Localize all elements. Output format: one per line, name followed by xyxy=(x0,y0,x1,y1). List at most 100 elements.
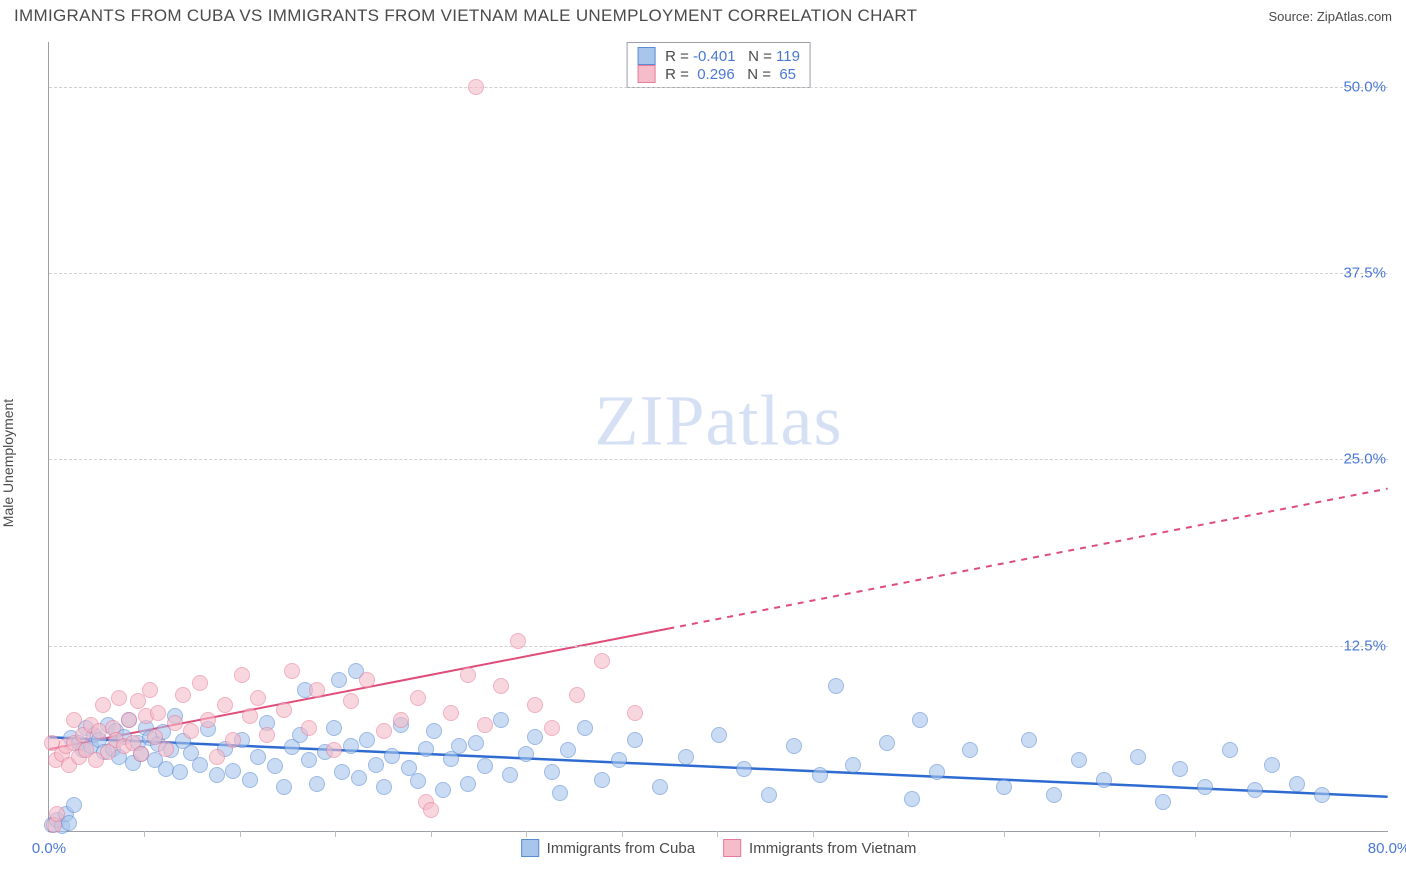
data-point xyxy=(250,749,266,765)
data-point xyxy=(443,705,459,721)
data-point xyxy=(460,667,476,683)
data-point xyxy=(334,764,350,780)
y-tick-label: 37.5% xyxy=(1343,265,1390,282)
legend-row-cuba: R = -0.401 N = 119 xyxy=(637,47,800,65)
x-minor-tick xyxy=(717,831,718,837)
data-point xyxy=(225,732,241,748)
data-point xyxy=(351,770,367,786)
swatch-vietnam-icon xyxy=(723,839,741,857)
data-point xyxy=(234,667,250,683)
data-point xyxy=(652,779,668,795)
data-point xyxy=(1247,782,1263,798)
x-minor-tick xyxy=(335,831,336,837)
data-point xyxy=(812,767,828,783)
y-axis-label: Male Unemployment xyxy=(0,399,16,527)
data-point xyxy=(477,758,493,774)
x-minor-tick xyxy=(908,831,909,837)
data-point xyxy=(786,738,802,754)
data-point xyxy=(150,705,166,721)
data-point xyxy=(410,690,426,706)
data-point xyxy=(158,741,174,757)
x-minor-tick xyxy=(431,831,432,837)
data-point xyxy=(423,802,439,818)
data-point xyxy=(410,773,426,789)
legend-item-cuba: Immigrants from Cuba xyxy=(521,839,695,857)
data-point xyxy=(167,715,183,731)
data-point xyxy=(929,764,945,780)
data-point xyxy=(44,735,60,751)
data-point xyxy=(359,732,375,748)
data-point xyxy=(183,723,199,739)
data-point xyxy=(1021,732,1037,748)
legend-row-vietnam: R = 0.296 N = 65 xyxy=(637,65,800,83)
data-point xyxy=(1314,787,1330,803)
data-point xyxy=(301,720,317,736)
gridline xyxy=(49,273,1388,274)
x-minor-tick xyxy=(526,831,527,837)
data-point xyxy=(527,729,543,745)
x-minor-tick xyxy=(1004,831,1005,837)
x-tick-label: 80.0% xyxy=(1368,840,1406,857)
data-point xyxy=(962,742,978,758)
data-point xyxy=(493,678,509,694)
watermark: ZIPatlas xyxy=(595,379,843,462)
data-point xyxy=(359,672,375,688)
y-tick-label: 50.0% xyxy=(1343,78,1390,95)
data-point xyxy=(594,772,610,788)
data-point xyxy=(192,675,208,691)
data-point xyxy=(66,712,82,728)
data-point xyxy=(468,79,484,95)
data-point xyxy=(904,791,920,807)
data-point xyxy=(426,723,442,739)
data-point xyxy=(301,752,317,768)
data-point xyxy=(133,746,149,762)
swatch-vietnam xyxy=(637,65,655,83)
data-point xyxy=(172,764,188,780)
data-point xyxy=(276,702,292,718)
data-point xyxy=(111,690,127,706)
series-legend: Immigrants from Cuba Immigrants from Vie… xyxy=(521,839,917,857)
chart-container: Male Unemployment ZIPatlas R = -0.401 N … xyxy=(0,30,1406,880)
correlation-legend: R = -0.401 N = 119 R = 0.296 N = 65 xyxy=(626,42,811,88)
data-point xyxy=(1222,742,1238,758)
y-tick-label: 12.5% xyxy=(1343,637,1390,654)
data-point xyxy=(468,735,484,751)
data-point xyxy=(1289,776,1305,792)
data-point xyxy=(761,787,777,803)
x-minor-tick xyxy=(144,831,145,837)
gridline xyxy=(49,87,1388,88)
watermark-bold: ZIP xyxy=(595,380,706,460)
data-point xyxy=(1046,787,1062,803)
data-point xyxy=(368,757,384,773)
x-minor-tick xyxy=(813,831,814,837)
data-point xyxy=(326,720,342,736)
data-point xyxy=(343,693,359,709)
data-point xyxy=(121,712,137,728)
x-minor-tick xyxy=(1195,831,1196,837)
gridline xyxy=(49,459,1388,460)
data-point xyxy=(284,663,300,679)
data-point xyxy=(510,633,526,649)
data-point xyxy=(267,758,283,774)
data-point xyxy=(1197,779,1213,795)
data-point xyxy=(477,717,493,733)
data-point xyxy=(552,785,568,801)
data-point xyxy=(192,757,208,773)
data-point xyxy=(259,727,275,743)
x-minor-tick xyxy=(240,831,241,837)
data-point xyxy=(845,757,861,773)
data-point xyxy=(209,767,225,783)
data-point xyxy=(1130,749,1146,765)
data-point xyxy=(1172,761,1188,777)
data-point xyxy=(217,697,233,713)
x-minor-tick xyxy=(1290,831,1291,837)
x-tick-label: 0.0% xyxy=(32,840,66,857)
data-point xyxy=(611,752,627,768)
data-point xyxy=(250,690,266,706)
chart-title: IMMIGRANTS FROM CUBA VS IMMIGRANTS FROM … xyxy=(14,6,917,26)
data-point xyxy=(1264,757,1280,773)
data-point xyxy=(209,749,225,765)
data-point xyxy=(276,779,292,795)
x-minor-tick xyxy=(1099,831,1100,837)
data-point xyxy=(142,682,158,698)
